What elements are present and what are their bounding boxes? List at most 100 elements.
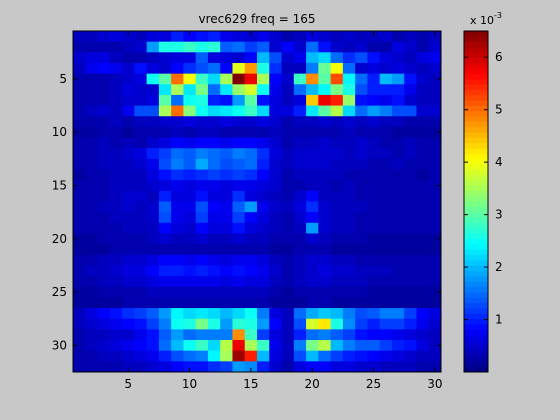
heatmap-cell — [257, 276, 270, 288]
heatmap-cell — [281, 105, 295, 117]
heatmap-cell — [109, 94, 123, 106]
heatmap-cell — [306, 190, 319, 202]
heatmap-cell — [134, 190, 147, 202]
heatmap-cell — [281, 286, 295, 298]
heatmap-cell — [134, 116, 147, 128]
heatmap-cell — [306, 116, 319, 128]
heatmap-cell — [195, 116, 209, 128]
heatmap-cell — [428, 158, 442, 170]
heatmap-cell — [391, 233, 405, 245]
heatmap-cell — [158, 169, 172, 181]
heatmap-cell — [97, 84, 111, 96]
heatmap-cell — [379, 137, 393, 149]
heatmap-cell — [306, 62, 319, 75]
heatmap-cell — [367, 340, 381, 352]
heatmap-cell — [355, 105, 368, 117]
heatmap-cell — [220, 105, 233, 117]
heatmap-cell — [232, 329, 246, 341]
heatmap-cell — [428, 73, 442, 85]
heatmap-cell — [379, 52, 393, 64]
heatmap-cell — [379, 62, 393, 75]
heatmap-cell — [158, 350, 172, 362]
heatmap-cell — [404, 158, 417, 170]
colorbar-segment — [464, 222, 488, 229]
heatmap-cell — [73, 180, 86, 192]
heatmap-cell — [122, 31, 135, 43]
heatmap-cell — [232, 137, 246, 149]
heatmap-cell — [122, 158, 135, 170]
heatmap-cell — [391, 212, 405, 224]
heatmap-cell — [171, 116, 184, 128]
heatmap-cell — [293, 244, 307, 256]
heatmap-cell — [73, 137, 86, 149]
heatmap-cell — [195, 233, 209, 245]
heatmap-cell — [379, 158, 393, 170]
heatmap-cell — [391, 201, 405, 213]
heatmap-cell — [220, 94, 233, 106]
heatmap-cell — [330, 222, 344, 234]
heatmap-cell — [318, 158, 331, 170]
heatmap-cell — [318, 222, 331, 234]
heatmap-cell — [207, 180, 221, 192]
heatmap-cell — [379, 169, 393, 181]
colorbar-ticks: 1 2 3 4 5 6 — [464, 50, 503, 327]
heatmap-cell — [171, 265, 184, 277]
heatmap-cell — [220, 180, 233, 192]
colorbar-frame — [463, 30, 489, 373]
colorbar-segment — [464, 105, 488, 112]
y-tick-label: 15 — [52, 179, 67, 193]
heatmap-cell — [244, 308, 258, 320]
heatmap-cell — [428, 340, 442, 352]
heatmap-cell — [379, 276, 393, 288]
heatmap-cell — [244, 169, 258, 181]
heatmap-cell — [355, 158, 368, 170]
heatmap-cell — [379, 244, 393, 256]
heatmap-cell — [306, 318, 319, 330]
heatmap-cell — [220, 73, 233, 85]
heatmap-cell — [183, 286, 197, 298]
heatmap-cell — [122, 308, 135, 320]
colorbar-segment — [464, 94, 488, 101]
heatmap-cell — [85, 84, 98, 96]
heatmap-cell — [355, 169, 368, 181]
heatmap-cell — [404, 212, 417, 224]
heatmap-cell — [146, 169, 160, 181]
colorbar-segment — [464, 36, 488, 43]
y-tick-label: 10 — [52, 125, 67, 139]
heatmap-cell — [220, 190, 233, 202]
heatmap-cell — [428, 233, 442, 245]
heatmap-cell — [428, 276, 442, 288]
heatmap-cell — [342, 148, 356, 160]
heatmap-cell — [122, 340, 135, 352]
colorbar-segment — [464, 153, 488, 160]
heatmap-cell — [85, 254, 98, 266]
heatmap-cell — [171, 94, 184, 106]
heatmap-cell — [232, 190, 246, 202]
heatmap-cell — [195, 62, 209, 75]
heatmap-cell — [257, 116, 270, 128]
heatmap-cell — [122, 137, 135, 149]
heatmap-cell — [183, 52, 197, 64]
heatmap-cell — [416, 31, 430, 43]
heatmap-cell — [158, 148, 172, 160]
colorbar-segment — [464, 292, 488, 298]
heatmap-cell — [330, 286, 344, 298]
colorbar-segment — [464, 233, 488, 240]
heatmap-cell — [391, 350, 405, 362]
heatmap-cell — [391, 308, 405, 320]
heatmap-cell — [293, 126, 307, 138]
colorbar-segment — [464, 100, 488, 106]
heatmap-cell — [379, 116, 393, 128]
heatmap-cell — [146, 244, 160, 256]
heatmap-cell — [195, 340, 209, 352]
heatmap-cell — [232, 84, 246, 96]
heatmap-cell — [330, 73, 344, 85]
colorbar-segment — [464, 361, 488, 368]
heatmap-cell — [428, 31, 442, 43]
heatmap-cell — [318, 212, 331, 224]
heatmap-cell — [220, 329, 233, 341]
heatmap-cell — [171, 73, 184, 85]
heatmap-cell — [428, 212, 442, 224]
heatmap-cell — [171, 137, 184, 149]
